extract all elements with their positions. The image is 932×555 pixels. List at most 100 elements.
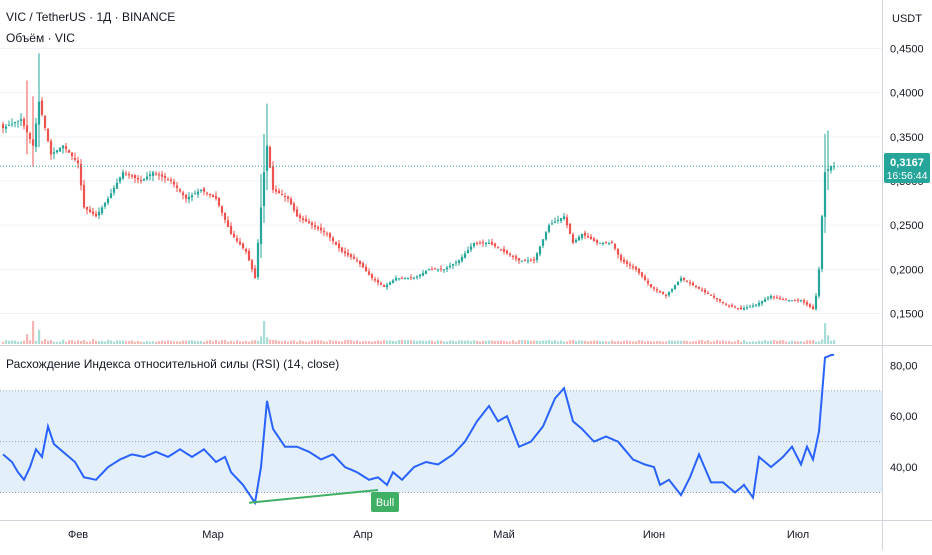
volume-bar <box>32 321 35 344</box>
time-tick-label: Мар <box>202 529 224 541</box>
candle-body <box>547 225 551 232</box>
volume-bar <box>389 340 392 344</box>
candle-body <box>91 211 95 215</box>
volume-bar <box>323 341 326 344</box>
volume-bar <box>749 341 752 344</box>
volume-bar <box>440 340 443 344</box>
candle-body <box>316 226 320 229</box>
candle-body <box>784 299 788 301</box>
candle-body <box>370 274 374 279</box>
volume-bar <box>314 340 317 344</box>
volume-bar <box>686 340 689 344</box>
volume-bar <box>737 339 740 344</box>
volume-bar <box>581 340 584 344</box>
volume-bar <box>344 340 347 344</box>
volume-bar <box>548 339 551 344</box>
candle-body <box>244 248 248 252</box>
rsi-title[interactable]: Расхождение Индекса относительной силы (… <box>6 357 340 371</box>
candle-body <box>160 174 164 177</box>
volume-bar <box>641 340 644 344</box>
candle-body <box>376 280 380 283</box>
volume-bar <box>728 340 731 344</box>
volume-bar <box>71 340 74 344</box>
volume-bar <box>176 341 179 344</box>
volume-bar <box>725 341 728 344</box>
volume-bar <box>620 341 623 344</box>
candle-body <box>538 246 542 255</box>
candle-body <box>775 297 779 299</box>
volume-bar <box>830 340 833 344</box>
candle-body <box>550 223 554 225</box>
candle-body <box>742 308 746 310</box>
volume-bar <box>77 340 80 344</box>
candle-body <box>421 272 425 276</box>
volume-bar <box>665 341 668 344</box>
candle-body <box>799 300 803 302</box>
volume-bar <box>617 341 620 344</box>
candle-body <box>217 197 221 206</box>
volume-label[interactable]: Объём · VIC <box>6 31 75 45</box>
candle-body <box>664 294 668 296</box>
candle-body <box>187 196 191 200</box>
volume-bar <box>515 341 518 344</box>
volume-bar <box>290 340 293 344</box>
volume-bar <box>38 329 41 344</box>
candle-body <box>697 286 701 289</box>
volume-bar <box>281 341 284 344</box>
price-tick-label: 0,1500 <box>890 309 924 321</box>
candle-body <box>175 185 179 189</box>
candle-body <box>685 280 689 282</box>
rsi-pane[interactable] <box>0 353 882 506</box>
volume-bar <box>614 341 617 344</box>
volume-bar <box>161 340 164 344</box>
candle-body <box>34 123 38 147</box>
candle-body <box>112 188 116 193</box>
candle-body <box>85 207 89 210</box>
price-badge: 0,3167 16:56:44 <box>884 153 930 183</box>
volume-bar <box>602 341 605 344</box>
volume-bar <box>65 341 68 344</box>
candle-body <box>142 178 146 181</box>
candle-body <box>409 277 413 279</box>
candle-body <box>769 295 773 299</box>
candle-body <box>619 255 623 261</box>
volume-bar <box>746 341 749 344</box>
volume-bar <box>644 341 647 344</box>
chart-title[interactable]: VIC / TetherUS · 1Д · BINANCE <box>6 10 176 24</box>
candle-body <box>766 297 770 299</box>
candle-body <box>559 218 563 221</box>
candle-body <box>733 306 737 308</box>
volume-bar <box>173 341 176 344</box>
volume-bar <box>794 341 797 344</box>
volume-bar <box>266 337 269 344</box>
candle-body <box>199 189 203 192</box>
volume-bar <box>437 340 440 344</box>
volume-bar <box>671 340 674 344</box>
volume-bar <box>260 336 263 344</box>
volume-bar <box>311 340 314 344</box>
candle-body <box>331 237 335 242</box>
candle-body <box>346 252 350 256</box>
candle-body <box>508 253 512 256</box>
volume-bar <box>221 340 224 344</box>
candle-body <box>808 304 812 307</box>
candle-body <box>484 242 488 244</box>
price-pane[interactable] <box>0 48 882 345</box>
candle-body <box>571 234 575 243</box>
volume-bar <box>191 340 194 344</box>
candle-body <box>304 218 308 222</box>
volume-bar <box>659 341 662 344</box>
price-badge-countdown: 16:56:44 <box>887 170 928 182</box>
volume-bar <box>653 341 656 344</box>
volume-bar <box>683 340 686 344</box>
time-tick-label: Июл <box>787 529 809 541</box>
volume-bar <box>611 340 614 344</box>
candle-body <box>292 203 296 211</box>
volume-bar <box>833 340 836 344</box>
volume-bar <box>89 341 92 344</box>
volume-bar <box>209 340 212 344</box>
candle-body <box>583 232 587 236</box>
candle-body <box>754 304 758 306</box>
candle-body <box>100 207 104 214</box>
